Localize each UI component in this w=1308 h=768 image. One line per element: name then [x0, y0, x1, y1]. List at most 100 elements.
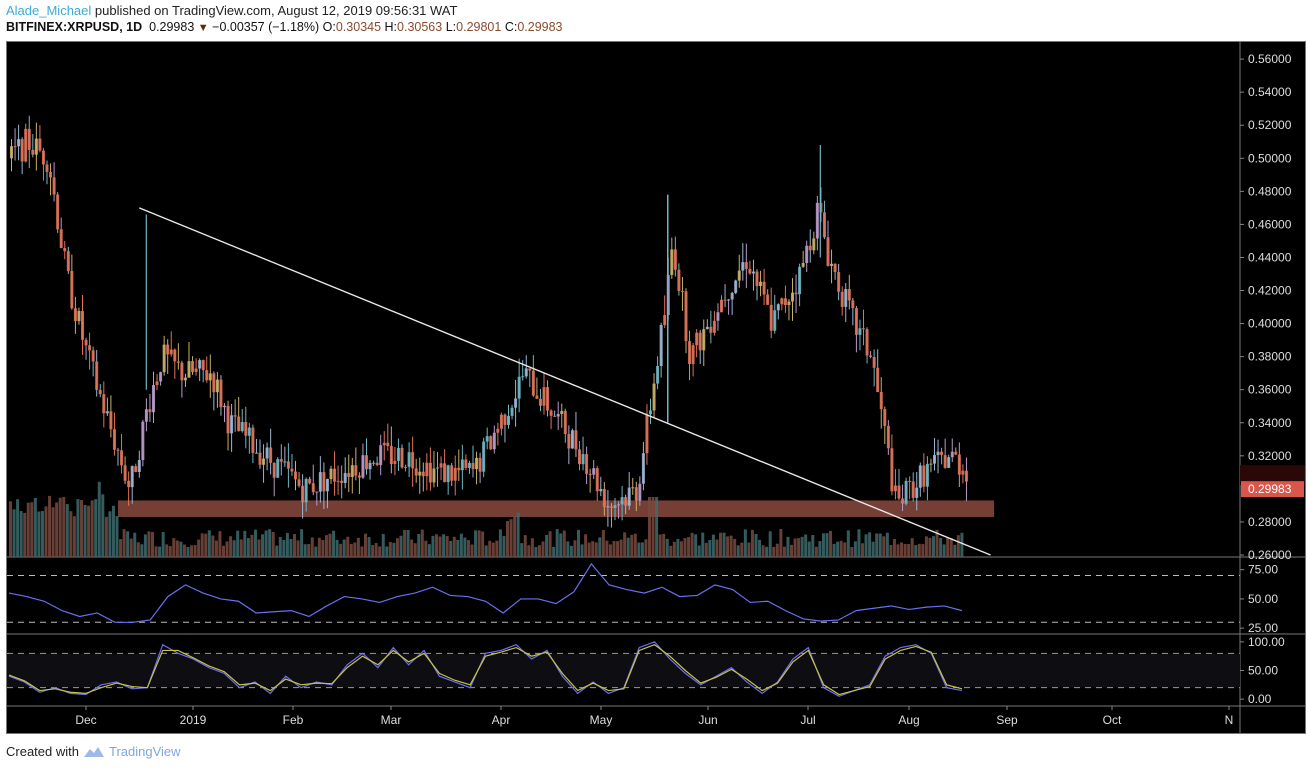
- volume-bar: [250, 534, 254, 557]
- stoch-axis-label: 50.00: [1248, 664, 1278, 678]
- time-axis-label[interactable]: Jul: [800, 713, 815, 727]
- volume-bar: [342, 539, 346, 557]
- axis-label: 0.42000: [1248, 284, 1292, 298]
- candle-body: [879, 392, 883, 410]
- candle-body: [315, 491, 319, 493]
- chart-frame[interactable]: 0.56000 0.54000 0.52000 0.50000 0.48000 0.460…: [6, 41, 1306, 734]
- time-axis-label[interactable]: Feb: [283, 713, 304, 727]
- time-axis-label[interactable]: 2019: [180, 713, 207, 727]
- volume-bar: [16, 499, 20, 557]
- volume-bar: [555, 529, 559, 557]
- volume-bar: [630, 534, 634, 557]
- candle-body: [81, 310, 84, 340]
- candle-body: [528, 368, 532, 371]
- time-axis-label[interactable]: Sep: [996, 713, 1018, 727]
- volume-bar: [143, 534, 147, 557]
- candle-body: [361, 455, 365, 478]
- candle-body: [897, 485, 901, 499]
- volume-bar: [566, 541, 570, 557]
- author-link[interactable]: Alade_Michael: [6, 3, 92, 18]
- time-axis-label[interactable]: Oct: [1103, 713, 1122, 727]
- footer: Created with TradingView: [6, 744, 181, 759]
- volume-bar: [665, 538, 669, 557]
- axis-label: 0.40000: [1248, 317, 1292, 331]
- candle-body: [553, 415, 557, 417]
- volume-bar: [676, 538, 680, 557]
- candle-body: [219, 379, 223, 408]
- candle-body: [684, 291, 688, 342]
- candle-body: [17, 139, 21, 147]
- candle-body: [379, 445, 383, 466]
- candle-body: [187, 361, 191, 378]
- volume-bar: [747, 542, 751, 557]
- volume-bar: [111, 505, 115, 557]
- volume-bar: [733, 538, 737, 557]
- volume-bar: [356, 537, 360, 557]
- time-axis-label[interactable]: N: [1225, 713, 1234, 727]
- volume-bar: [367, 537, 371, 557]
- candle-body: [837, 272, 841, 292]
- volume-bar: [821, 533, 825, 557]
- volume-bar: [605, 540, 609, 557]
- volume-bar: [427, 544, 431, 557]
- candle-body: [432, 468, 436, 483]
- volume-bar: [232, 540, 236, 557]
- volume-bar: [626, 537, 630, 557]
- candle-body: [311, 483, 315, 493]
- axis-label: 0.56000: [1248, 52, 1292, 66]
- volume-bar: [257, 539, 261, 557]
- volume-bar: [772, 546, 776, 557]
- candle-body: [705, 326, 709, 330]
- volume-bar: [147, 531, 151, 557]
- candle-body: [365, 455, 368, 470]
- volume-bar: [392, 542, 396, 557]
- time-axis-label[interactable]: Jun: [698, 713, 717, 727]
- volume-bar: [278, 537, 282, 557]
- volume-bar: [608, 544, 612, 557]
- volume-bar: [40, 511, 44, 557]
- volume-bar: [424, 540, 428, 557]
- candle-body: [301, 485, 305, 503]
- candle-body: [499, 414, 503, 429]
- candle-body: [286, 461, 290, 469]
- volume-bar: [523, 535, 527, 557]
- volume-bar: [818, 541, 822, 557]
- volume-bar: [722, 532, 726, 557]
- candle-body: [116, 449, 120, 451]
- time-axis-label[interactable]: Dec: [75, 713, 96, 727]
- volume-bar: [687, 537, 691, 557]
- volume-bar: [779, 529, 783, 557]
- candle-body: [627, 487, 631, 506]
- volume-bar: [30, 502, 34, 557]
- volume-bar: [236, 530, 240, 557]
- volume-bar: [229, 536, 233, 557]
- axis-label: 0.34000: [1248, 416, 1292, 430]
- tradingview-brand[interactable]: TradingView: [108, 744, 181, 759]
- volume-bar: [573, 540, 577, 557]
- close-value: 0.29983: [517, 20, 563, 34]
- candle-body: [162, 344, 166, 373]
- time-axis-label[interactable]: Aug: [898, 713, 919, 727]
- last-price-bg: [1240, 465, 1305, 486]
- time-axis-label[interactable]: May: [590, 713, 613, 727]
- volume-bar: [708, 540, 712, 557]
- chart-canvas[interactable]: 0.56000 0.54000 0.52000 0.50000 0.48000 0.460…: [7, 42, 1305, 733]
- price-axis[interactable]: 0.56000 0.54000 0.52000 0.50000 0.48000 0.460…: [1240, 52, 1305, 562]
- volume-bar: [637, 542, 641, 557]
- candle-body: [641, 453, 645, 484]
- volume-bar: [158, 546, 162, 557]
- candle-body: [680, 291, 684, 293]
- candle-body: [276, 459, 280, 478]
- volume-bar: [868, 532, 872, 557]
- volume-bar: [743, 529, 747, 557]
- candle-body: [56, 194, 60, 230]
- symbol-ohlc-line: BITFINEX:XRPUSD, 1D 0.29983 ▼ −0.00357 (…: [6, 20, 563, 34]
- candle-body: [304, 478, 308, 503]
- volume-bar: [463, 537, 467, 557]
- time-axis-label[interactable]: Apr: [492, 713, 511, 727]
- volume-bar: [90, 500, 94, 557]
- candle-body: [592, 468, 596, 475]
- volume-bar: [83, 504, 87, 557]
- time-axis-label[interactable]: Mar: [381, 713, 402, 727]
- candle-body: [901, 498, 905, 504]
